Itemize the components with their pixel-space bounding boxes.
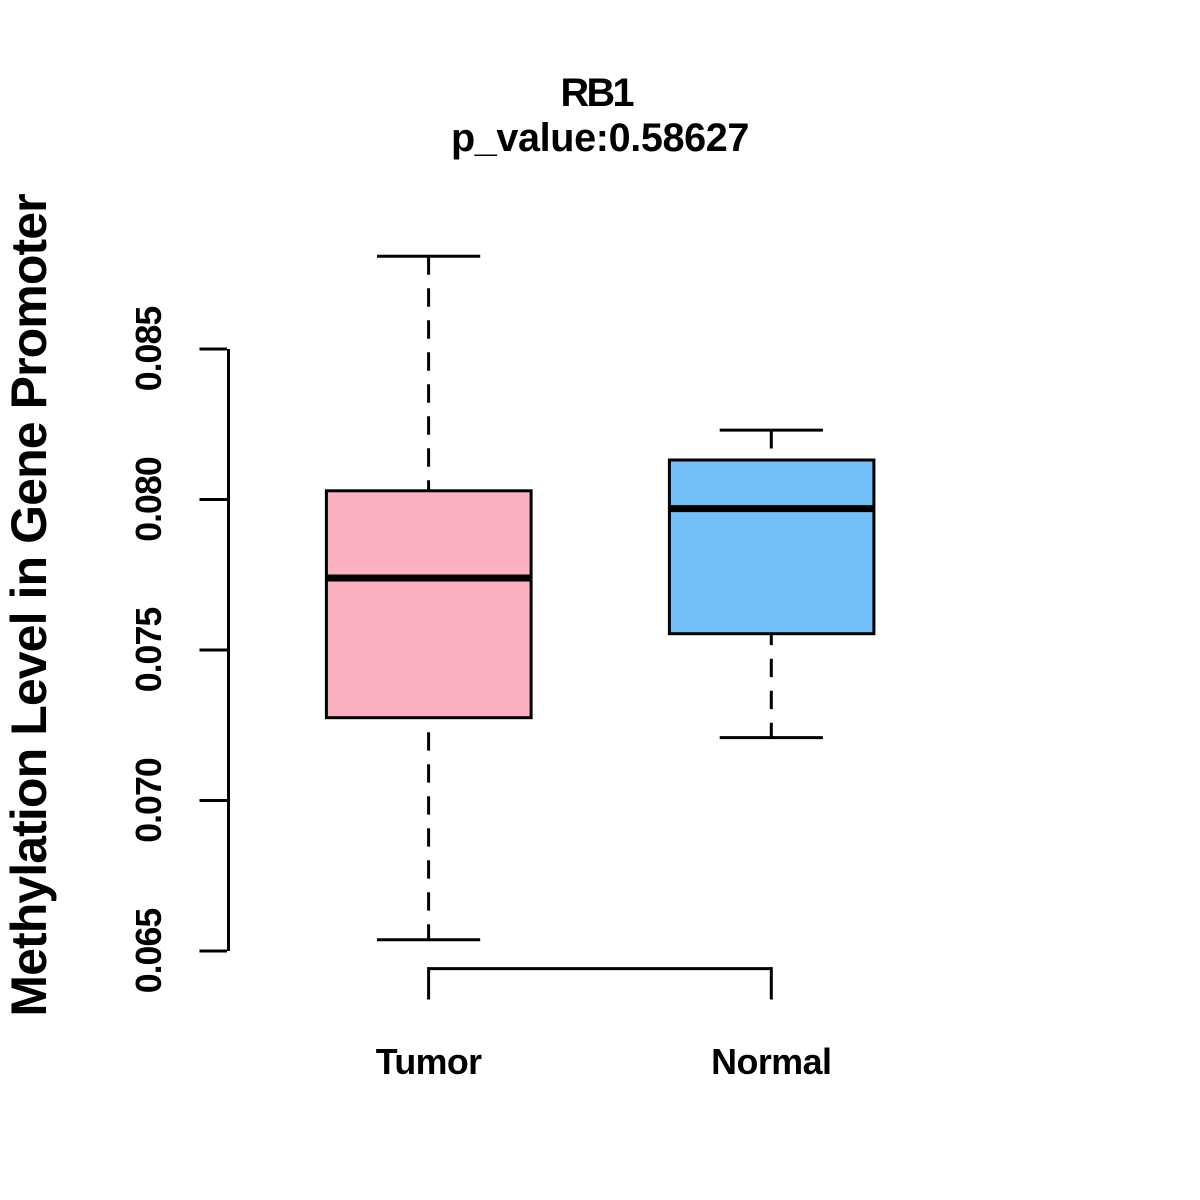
svg-text:RB1: RB1	[561, 71, 634, 115]
svg-text:Tumor: Tumor	[376, 1042, 482, 1082]
svg-text:0.085: 0.085	[129, 307, 169, 392]
svg-text:0.065: 0.065	[129, 909, 169, 994]
svg-text:p_value:0.58627: p_value:0.58627	[451, 116, 749, 160]
svg-text:Normal: Normal	[711, 1042, 831, 1082]
svg-text:0.075: 0.075	[129, 608, 169, 693]
svg-text:0.080: 0.080	[129, 457, 169, 542]
svg-text:0.070: 0.070	[129, 758, 169, 843]
svg-text:Methylation Level in Gene Prom: Methylation Level in Gene Promoter	[1, 194, 57, 1017]
